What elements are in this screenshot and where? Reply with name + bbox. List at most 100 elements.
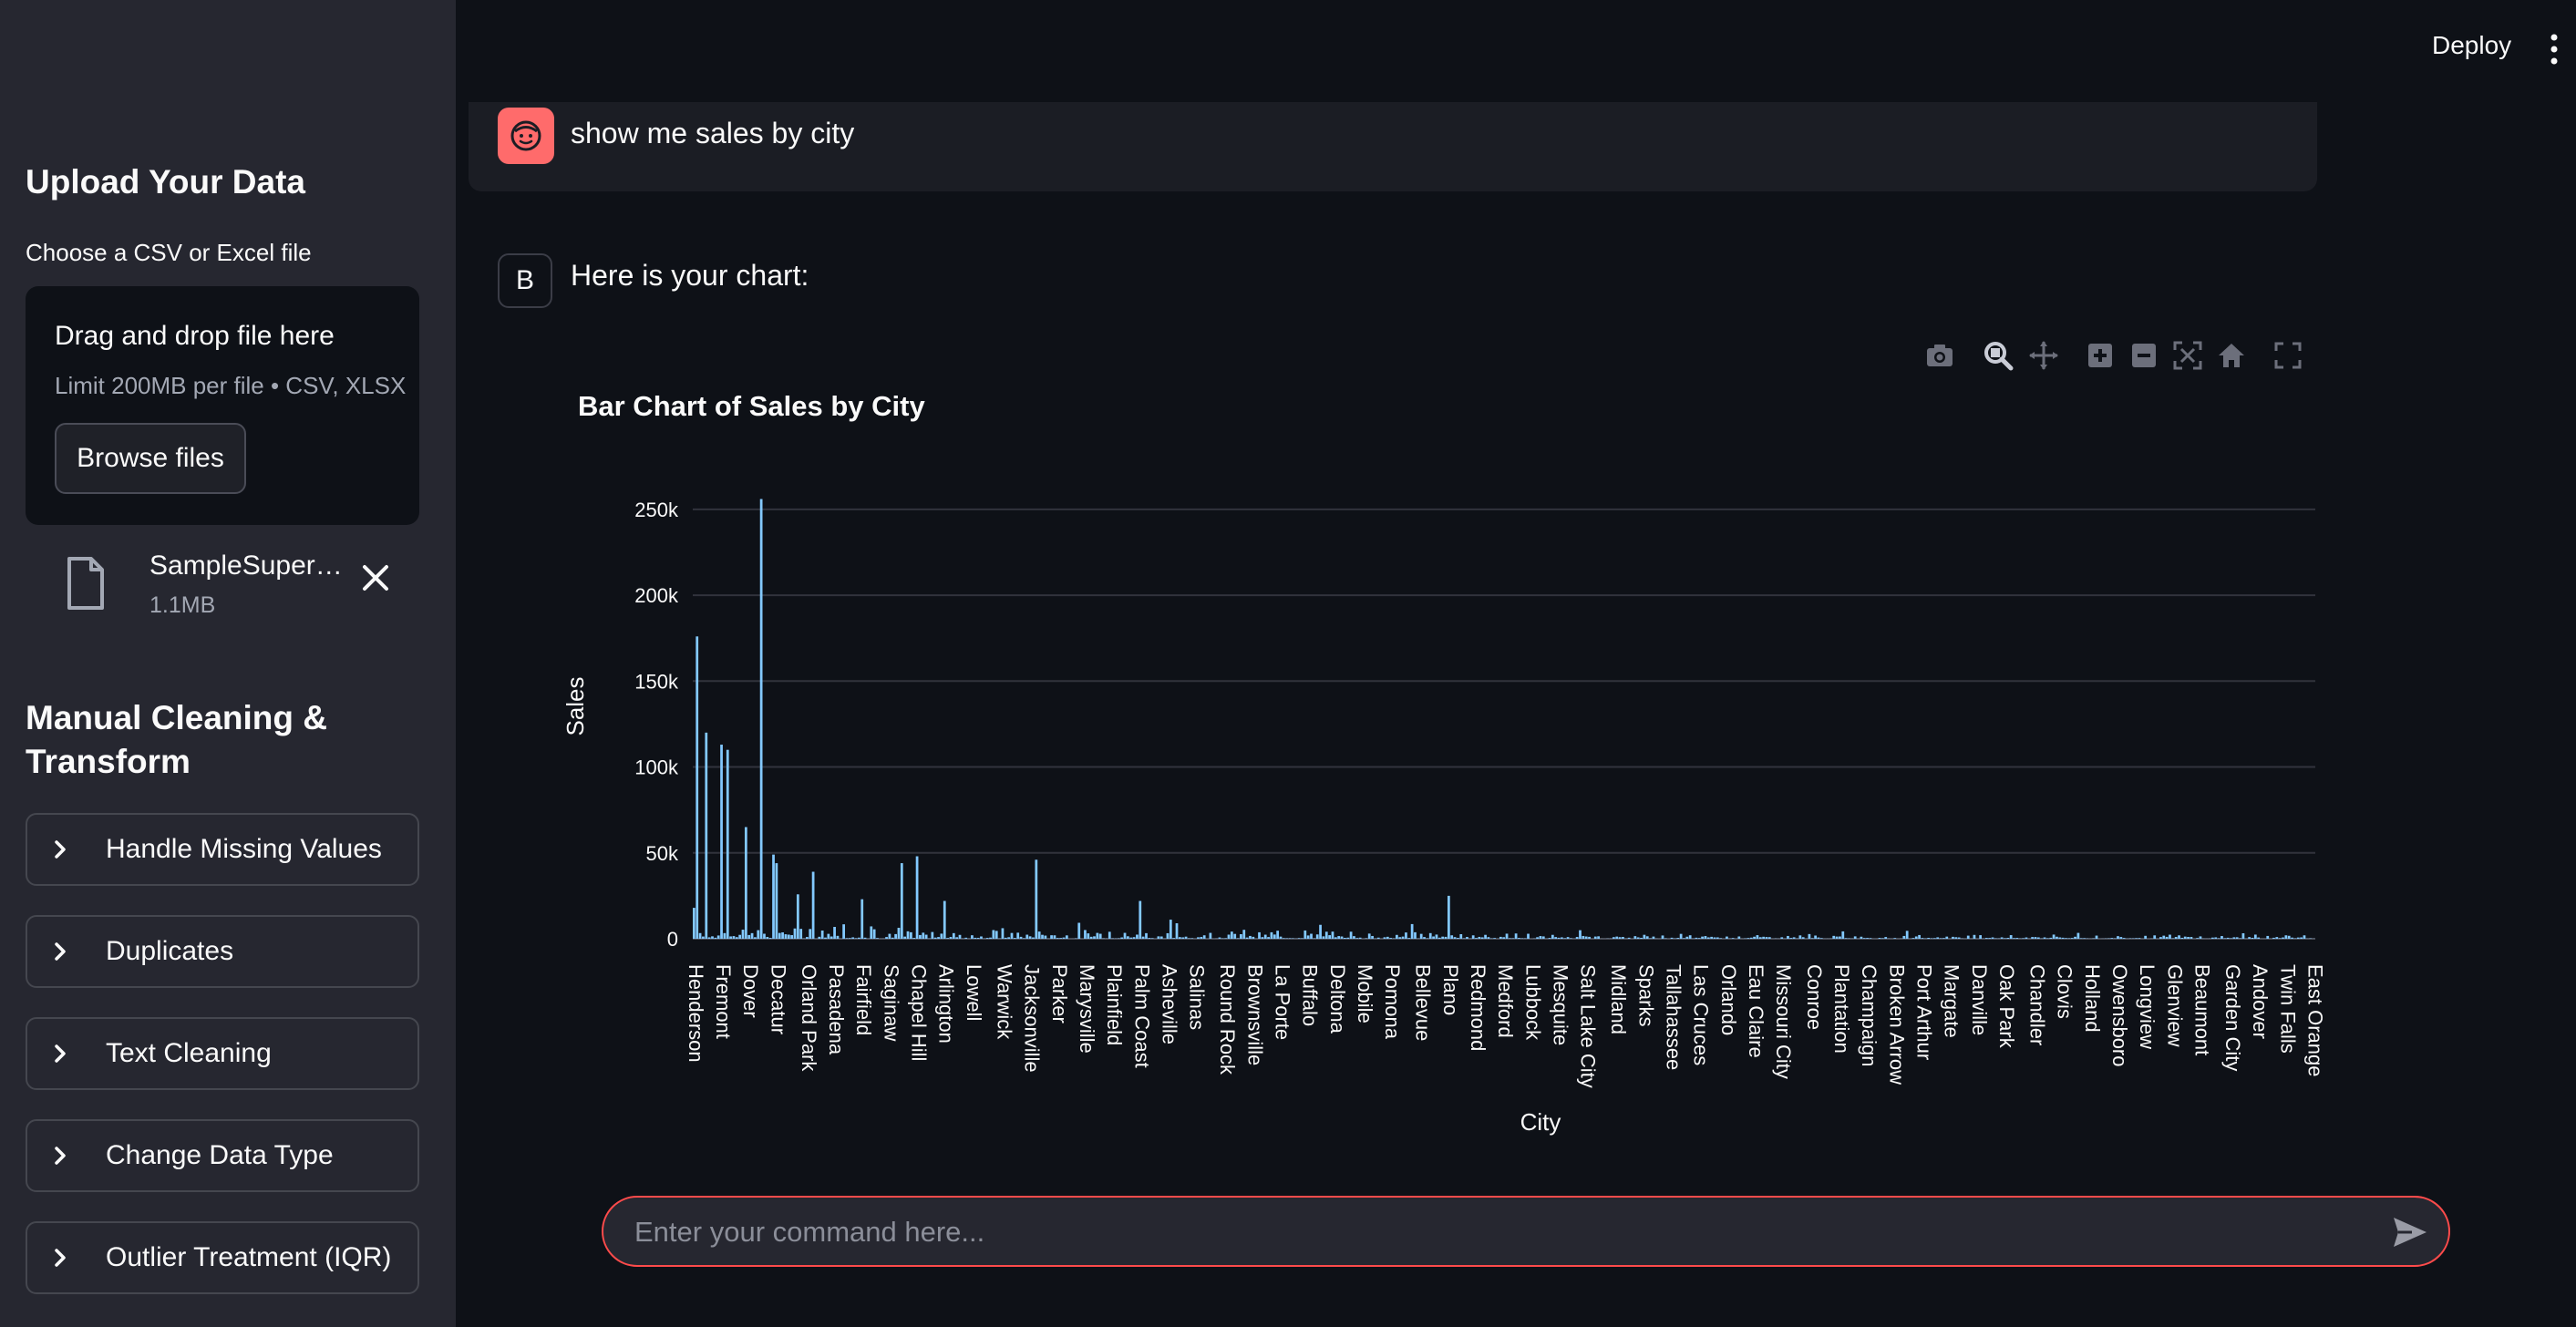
- bar: [759, 499, 763, 939]
- bar: [1252, 936, 1255, 939]
- x-tick-label: Pasadena: [825, 964, 848, 1055]
- bar: [1862, 938, 1866, 939]
- send-icon[interactable]: [2390, 1214, 2430, 1250]
- bar: [1432, 936, 1435, 939]
- x-tick-label: Mesquite: [1550, 964, 1572, 1045]
- file-dropzone[interactable]: Drag and drop file here Limit 200MB per …: [26, 286, 419, 525]
- bar: [2061, 937, 2065, 939]
- bar: [1676, 938, 1680, 939]
- bar: [1884, 937, 1888, 939]
- bar: [1315, 934, 1319, 939]
- bar: [1288, 938, 1292, 939]
- expander-change-data-type[interactable]: Change Data Type: [26, 1119, 419, 1192]
- bar: [1276, 931, 1280, 939]
- bar: [1098, 933, 1102, 939]
- bar: [2291, 937, 2293, 939]
- bar: [1004, 937, 1007, 939]
- bar: [1588, 936, 1591, 939]
- bar: [2138, 938, 2141, 939]
- deploy-button[interactable]: Deploy: [2432, 31, 2512, 59]
- expander-outlier-treatment[interactable]: Outlier Treatment (IQR): [26, 1221, 419, 1294]
- zoom-out-icon[interactable]: [2128, 339, 2160, 372]
- x-tick-label: Andover: [2249, 964, 2272, 1039]
- pan-icon[interactable]: [2027, 339, 2060, 372]
- bar: [2135, 938, 2138, 939]
- bar: [1762, 936, 1766, 939]
- bar: [1032, 937, 1035, 939]
- bar: [1159, 936, 1163, 939]
- x-tick-label: Marysville: [1076, 964, 1098, 1054]
- bar: [1358, 937, 1362, 939]
- bar: [1062, 937, 1066, 939]
- upload-title: Upload Your Data: [26, 163, 306, 201]
- bar: [1945, 936, 1949, 939]
- bar: [1984, 938, 1988, 939]
- autoscale-icon[interactable]: [2171, 339, 2204, 372]
- zoom-icon[interactable]: [1982, 339, 2014, 372]
- bar: [2253, 934, 2257, 939]
- y-tick-label: 200k: [634, 584, 679, 607]
- chevron-right-icon: [51, 838, 88, 860]
- bar: [2079, 938, 2083, 939]
- bot-avatar: B: [498, 253, 552, 308]
- bar: [806, 937, 809, 939]
- expander-duplicates[interactable]: Duplicates: [26, 915, 419, 988]
- x-tick-label: Clovis: [2054, 964, 2076, 1019]
- bar: [1371, 935, 1374, 939]
- bar: [1753, 936, 1756, 939]
- close-icon[interactable]: [355, 558, 396, 598]
- expander-handle-missing-values[interactable]: Handle Missing Values: [26, 813, 419, 886]
- bar: [1001, 928, 1005, 939]
- bar: [1123, 932, 1127, 939]
- bar: [1441, 936, 1445, 939]
- bar: [1579, 930, 1582, 939]
- bar: [1108, 931, 1111, 939]
- x-tick-label: Deltona: [1326, 964, 1349, 1034]
- bar: [1484, 934, 1487, 939]
- bar: [1444, 936, 1448, 939]
- bar: [1139, 900, 1142, 939]
- fullscreen-icon[interactable]: [2272, 339, 2304, 372]
- camera-icon[interactable]: [1923, 339, 1956, 372]
- x-tick-label: Brownsville: [1243, 964, 1266, 1065]
- bar: [696, 636, 699, 939]
- x-tick-label: Eau Claire: [1745, 964, 1767, 1058]
- bar: [1679, 933, 1683, 939]
- bot-message-text: Here is your chart:: [571, 259, 809, 292]
- bar: [723, 932, 726, 939]
- command-input[interactable]: [633, 1207, 2350, 1258]
- bar: [1322, 936, 1325, 939]
- bar: [1853, 936, 1857, 939]
- bar: [1466, 937, 1468, 939]
- bar: [1279, 936, 1283, 939]
- zoom-in-icon[interactable]: [2084, 339, 2117, 372]
- expander-text-cleaning[interactable]: Text Cleaning: [26, 1017, 419, 1090]
- home-icon[interactable]: [2215, 339, 2248, 372]
- bar: [1878, 938, 1881, 939]
- bar: [1509, 938, 1511, 939]
- x-tick-label: Twin Falls: [2276, 964, 2299, 1054]
- bar: [1713, 937, 1716, 939]
- bar: [811, 871, 815, 939]
- more-vertical-icon[interactable]: [2545, 33, 2563, 66]
- bar: [1541, 936, 1545, 939]
- bar: [1832, 935, 1836, 939]
- bar: [754, 937, 757, 939]
- bar: [1683, 938, 1685, 939]
- bar: [1025, 934, 1029, 939]
- bar: [1810, 938, 1814, 939]
- bar: [747, 934, 751, 939]
- bar: [2221, 936, 2223, 939]
- x-axis-title: City: [1520, 1108, 1561, 1136]
- bar: [1942, 938, 1945, 939]
- bar: [2199, 936, 2202, 939]
- x-tick-label: Tallahassee: [1663, 964, 1685, 1070]
- bar: [1410, 923, 1414, 939]
- bar: [1880, 938, 1884, 939]
- browse-files-button[interactable]: Browse files: [55, 423, 246, 494]
- bar: [698, 932, 702, 939]
- x-tick-label: Glenview: [2163, 964, 2186, 1047]
- bar: [1132, 937, 1136, 939]
- bar: [2180, 937, 2184, 939]
- bar: [1423, 937, 1426, 939]
